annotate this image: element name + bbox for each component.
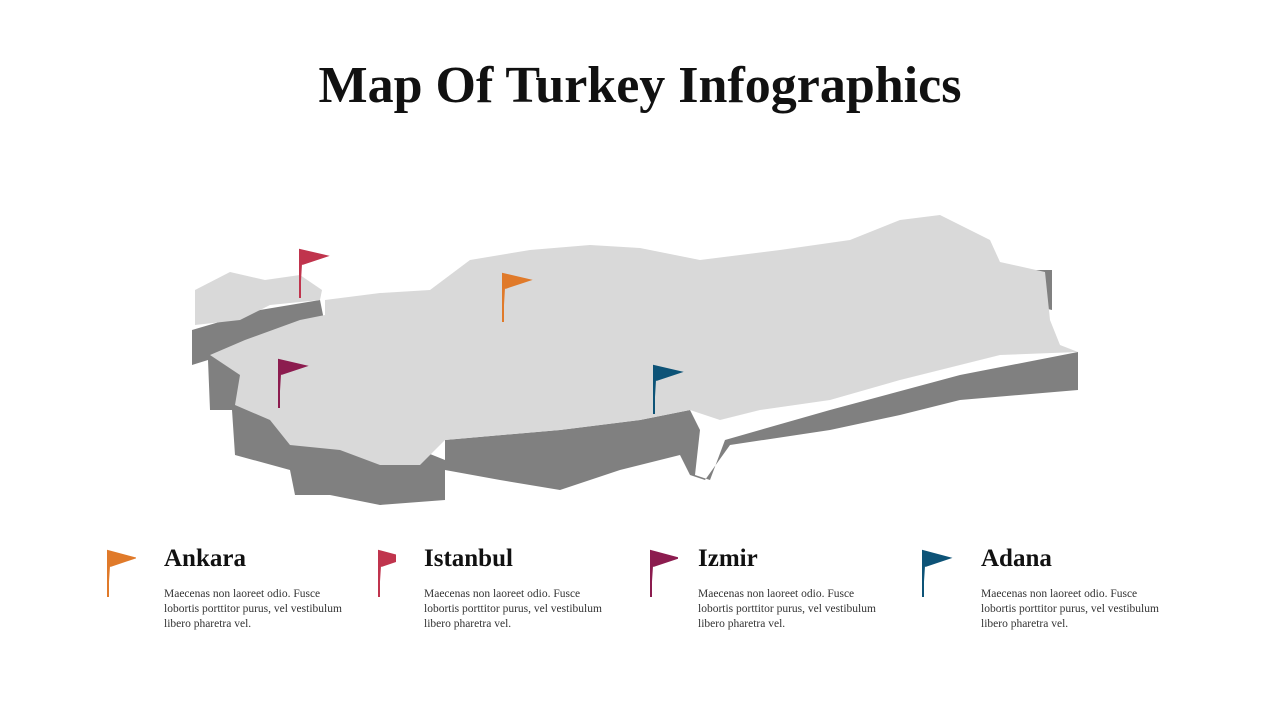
flag-icon xyxy=(378,549,396,597)
city-name: Istanbul xyxy=(424,545,513,572)
flag-icon xyxy=(107,549,136,597)
flag-icon xyxy=(922,549,953,597)
map-flags xyxy=(278,248,684,414)
city-name: Izmir xyxy=(698,545,758,572)
city-name: Ankara xyxy=(164,545,246,572)
city-text: Maecenas non laoreet odio. Fusce loborti… xyxy=(164,588,342,630)
city-text: Maecenas non laoreet odio. Fusce loborti… xyxy=(698,588,876,630)
city-text: Maecenas non laoreet odio. Fusce loborti… xyxy=(981,588,1159,630)
city-name: Adana xyxy=(981,545,1052,572)
map-land xyxy=(195,215,1078,465)
title: Map Of Turkey Infographics xyxy=(318,57,962,114)
flag-icon xyxy=(650,549,678,597)
city-text: Maecenas non laoreet odio. Fusce loborti… xyxy=(424,588,602,630)
